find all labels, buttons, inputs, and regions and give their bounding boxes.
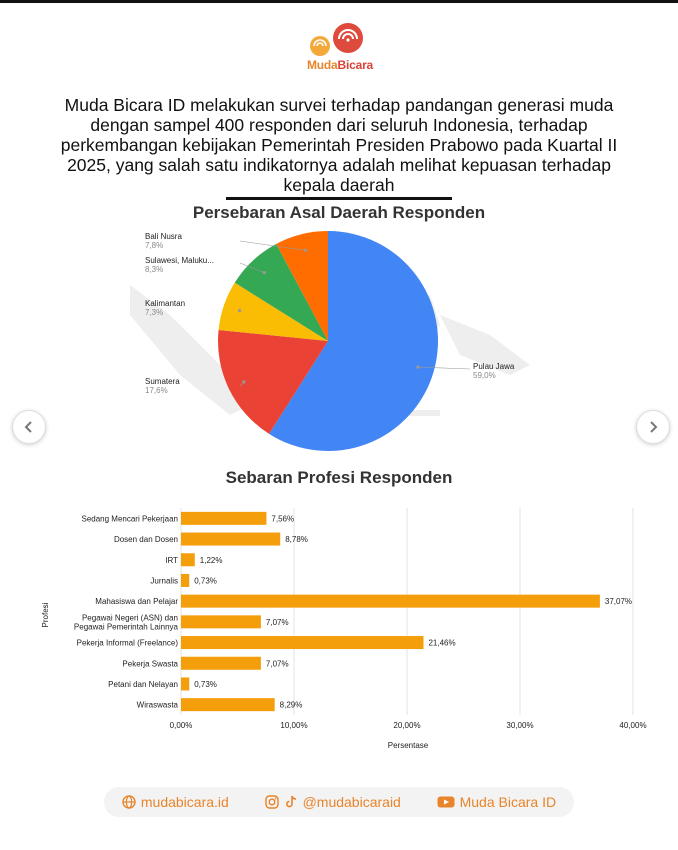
- pie-slice-0: [269, 231, 438, 451]
- pie-label-value-4: 7,8%: [145, 241, 164, 250]
- value-label-4: 37,07%: [605, 597, 632, 606]
- value-label-8: 0,73%: [194, 680, 217, 689]
- pie-leader-dot-4: [303, 248, 307, 252]
- pie-label-name-2: Kalimantan: [145, 299, 186, 308]
- bar-1: [181, 532, 281, 546]
- value-label-5: 7,07%: [266, 618, 289, 627]
- intro-text: Muda Bicara ID melakukan survei terhadap…: [60, 95, 618, 195]
- x-tick-label-4: 40,00%: [619, 721, 646, 730]
- pie-label-name-3: Sulawesi, Maluku...: [145, 256, 214, 265]
- pie-leader-dot-1: [242, 380, 246, 384]
- youtube-link[interactable]: Muda Bicara ID: [437, 794, 556, 810]
- x-axis-label: Persentase: [388, 741, 429, 750]
- pie-chart-title: Persebaran Asal Daerah Responden: [192, 203, 486, 222]
- top-border: [0, 0, 678, 3]
- pie-label-name-1: Sumatera: [145, 377, 180, 386]
- pie-slice-3: [234, 243, 328, 341]
- bar-0: [181, 511, 267, 525]
- value-label-6: 21,46%: [428, 639, 455, 648]
- pie-leader-0: [417, 366, 471, 370]
- value-label-2: 1,22%: [200, 556, 223, 565]
- pie-label-2: Kalimantan 7,3%: [145, 299, 185, 317]
- footer-bar: mudabicara.id @mudabicaraid Muda Bicara …: [104, 787, 574, 817]
- pie-slice-2: [218, 282, 328, 341]
- pie-label-value-3: 8,3%: [145, 265, 164, 274]
- value-label-0: 7,56%: [271, 514, 294, 523]
- muda-bicara-logo: [310, 23, 363, 56]
- pie-leader-4: [239, 240, 306, 251]
- category-label-8: Petani dan Nelayan: [108, 680, 178, 689]
- next-slide-button[interactable]: [636, 410, 670, 444]
- website-text: mudabicara.id: [140, 794, 229, 810]
- chevron-right-icon: [650, 421, 658, 433]
- bar-8: [181, 677, 190, 691]
- bar-chart-title: Sebaran Profesi Responden: [225, 468, 453, 487]
- divider: [226, 197, 452, 200]
- chevron-left-icon: [24, 421, 32, 433]
- x-tick-label-3: 30,00%: [506, 721, 533, 730]
- category-label-6: Pekerja Informal (Freelance): [77, 639, 179, 648]
- pie-label-1: Sumatera 17,6%: [145, 377, 180, 395]
- pie-label-0: Pulau Jawa 59,0%: [473, 362, 514, 380]
- pie-leader-dot-2: [237, 309, 242, 313]
- instagram-icon: [264, 795, 279, 809]
- prev-slide-button[interactable]: [12, 410, 46, 444]
- value-label-9: 8,29%: [280, 701, 303, 710]
- x-tick-label-1: 10,00%: [280, 721, 307, 730]
- pie-label-name-4: Bali Nusra: [145, 232, 182, 241]
- pie-slice-4: [276, 231, 328, 341]
- pie-label-value-0: 59,0%: [473, 371, 496, 380]
- bar-4: [181, 594, 600, 608]
- category-label-1: Dosen dan Dosen: [114, 535, 178, 544]
- youtube-channel: Muda Bicara ID: [459, 794, 557, 810]
- category-label-4: Mahasiswa dan Pelajar: [95, 597, 178, 606]
- pie-label-value-2: 7,3%: [145, 308, 164, 317]
- pie-slice-1: [218, 329, 328, 434]
- x-tick-label-0: 0,00%: [170, 721, 193, 730]
- globe-icon: [122, 795, 136, 809]
- value-label-7: 7,07%: [266, 659, 289, 668]
- social-link[interactable]: @mudabicaraid: [264, 794, 401, 810]
- category-label-3: Jurnalis: [150, 576, 178, 585]
- website-link[interactable]: mudabicara.id: [122, 794, 229, 810]
- bar-9: [181, 698, 275, 712]
- x-tick-label-2: 20,00%: [393, 721, 420, 730]
- tiktok-icon: [285, 795, 296, 808]
- pie-leader-3: [239, 262, 265, 273]
- bar-5: [181, 615, 261, 629]
- bar-3: [181, 573, 190, 587]
- brand-name: MudaBicara: [306, 58, 374, 72]
- pie-leader-dot-0: [416, 365, 420, 369]
- category-label-5: Pegawai Negeri (ASN) dan Pegawai Pemerint…: [74, 613, 179, 631]
- youtube-icon: [437, 796, 455, 808]
- category-label-9: Wiraswasta: [137, 701, 179, 710]
- pie-label-3: Sulawesi, Maluku... 8,3%: [145, 256, 214, 274]
- bar-2: [181, 553, 195, 567]
- bar-7: [181, 656, 261, 670]
- pie-label-name-0: Pulau Jawa: [473, 362, 515, 371]
- pie-leader-dot-3: [262, 271, 266, 275]
- category-label-2: IRT: [165, 556, 178, 565]
- category-label-0: Sedang Mencari Pekerjaan: [81, 514, 178, 523]
- pie-label-value-1: 17,6%: [145, 386, 168, 395]
- bar-6: [181, 636, 424, 650]
- pie-label-4: Bali Nusra 7,8%: [145, 232, 182, 250]
- value-label-1: 8,78%: [285, 535, 308, 544]
- value-label-3: 0,73%: [194, 576, 217, 585]
- social-handle: @mudabicaraid: [302, 794, 401, 810]
- y-axis-label: Profesi: [41, 602, 50, 627]
- category-label-7: Pekerja Swasta: [122, 659, 178, 668]
